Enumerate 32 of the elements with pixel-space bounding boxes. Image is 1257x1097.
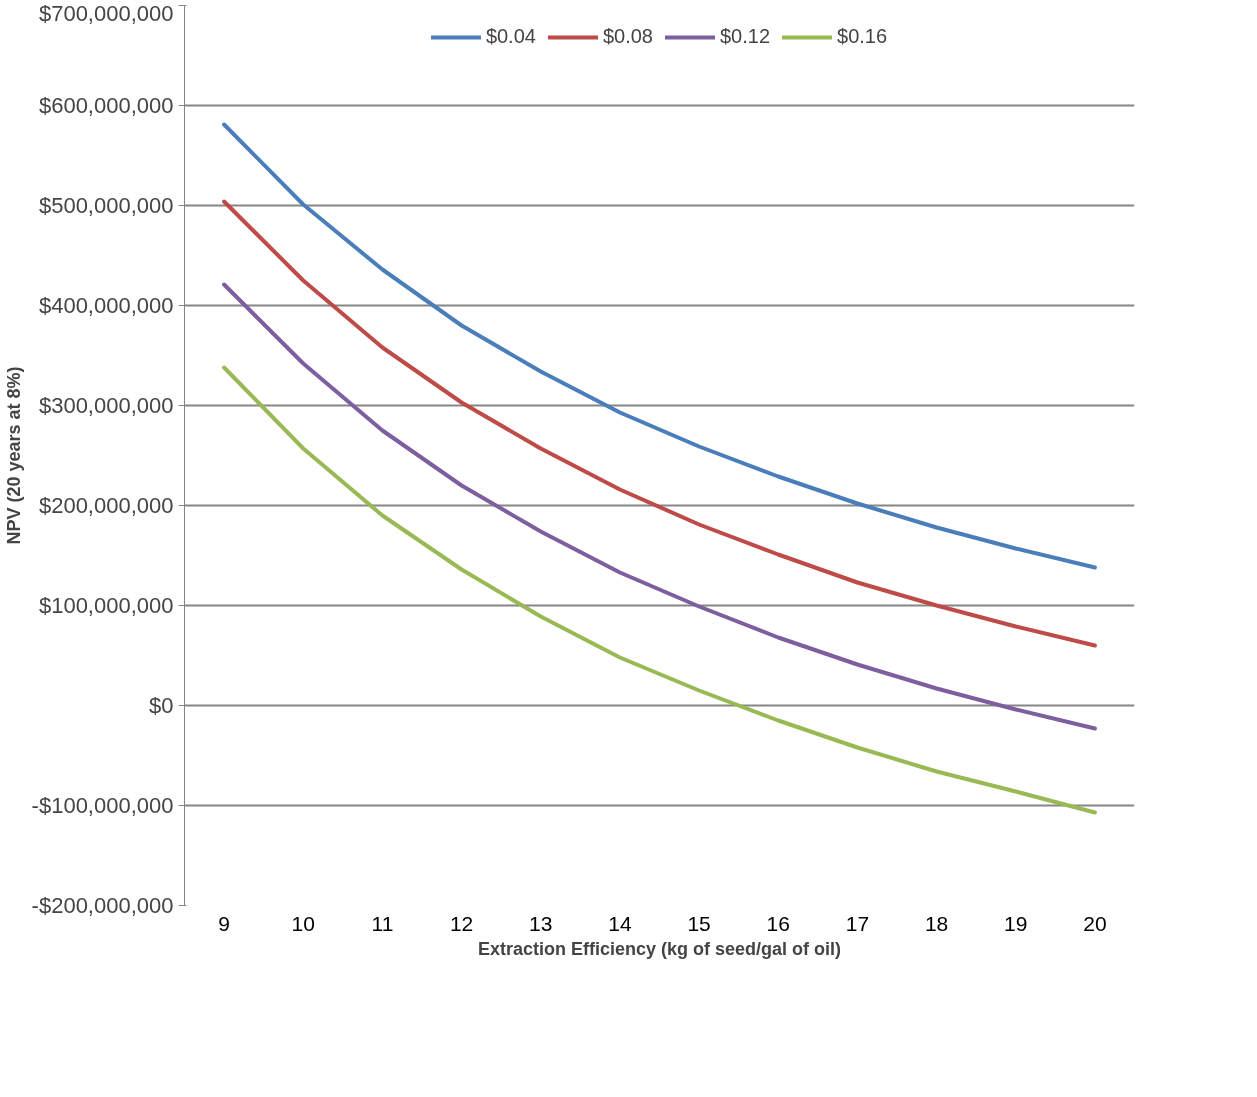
- legend-label: $0.08: [602, 25, 653, 48]
- x-tick-label: 10: [291, 911, 315, 935]
- line-series: [222, 282, 1097, 731]
- x-tick-label: 16: [766, 911, 790, 935]
- y-axis-title: NPV (20 years at 8%): [3, 366, 24, 545]
- y-tick-label: $400,000,000: [38, 293, 174, 318]
- x-tick-label: 15: [687, 911, 711, 935]
- legend-label: $0.16: [837, 25, 888, 48]
- y-tick-label: -$200,000,000: [31, 893, 174, 918]
- x-axis-title: Extraction Efficiency (kg of seed/gal of oil): [477, 938, 842, 959]
- y-tick-label: $0: [149, 693, 174, 718]
- y-tick-label: -$100,000,000: [31, 793, 174, 818]
- line-series: [222, 365, 1097, 815]
- legend-label: $0.04: [485, 25, 536, 48]
- y-tick-label: $300,000,000: [38, 393, 174, 418]
- x-tick-label: 9: [218, 911, 230, 935]
- x-tick-label: 11: [371, 911, 394, 935]
- legend-label: $0.12: [720, 25, 771, 48]
- x-tick-label: 13: [529, 911, 553, 935]
- y-tick-label: $700,000,000: [38, 0, 174, 26]
- line-series: [222, 122, 1097, 570]
- x-tick-label: 18: [924, 911, 949, 935]
- x-tick-label: 14: [608, 911, 632, 935]
- y-tick-label: $600,000,000: [38, 93, 174, 118]
- y-tick-label: $500,000,000: [38, 193, 174, 218]
- x-tick-label: 20: [1083, 911, 1107, 935]
- y-tick-label: $100,000,000: [38, 593, 174, 618]
- x-tick-label: 12: [449, 911, 474, 935]
- y-tick-label: $200,000,000: [38, 493, 174, 518]
- x-tick-label: 17: [845, 911, 870, 935]
- line-series: [222, 199, 1097, 648]
- x-tick-label: 19: [1004, 911, 1028, 935]
